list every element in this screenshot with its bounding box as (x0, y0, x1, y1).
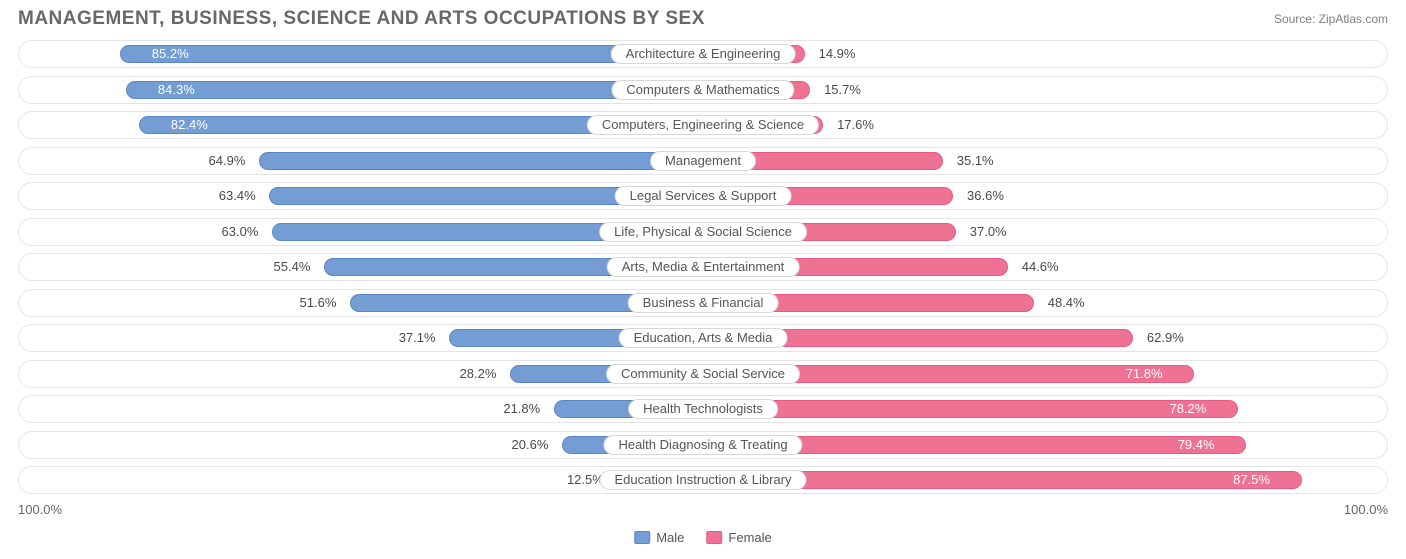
legend-label-female: Female (728, 530, 771, 545)
swatch-female-icon (706, 531, 722, 544)
pct-label-female: 35.1% (957, 148, 994, 176)
pct-label-female: 87.5% (1233, 467, 1270, 495)
pct-label-male: 85.2% (152, 41, 189, 69)
pct-label-female: 48.4% (1048, 290, 1085, 318)
chart-row: 37.1% 62.9% Education, Arts & Media (18, 324, 1388, 352)
category-label: Arts, Media & Entertainment (607, 257, 800, 277)
chart-area: 85.2% 14.9% Architecture & Engineering 84.3… (0, 36, 1406, 494)
pct-label-male: 63.4% (219, 183, 256, 211)
pct-label-male: 20.6% (512, 432, 549, 460)
pct-label-female: 78.2% (1169, 396, 1206, 424)
category-label: Computers & Mathematics (611, 80, 794, 100)
pct-label-female: 79.4% (1178, 432, 1215, 460)
pct-label-female: 62.9% (1147, 325, 1184, 353)
axis-right-label: 100.0% (1344, 502, 1388, 517)
chart-row: 20.6% 79.4% Health Diagnosing & Treating (18, 431, 1388, 459)
pct-label-male: 28.2% (460, 361, 497, 389)
legend-item-male: Male (634, 530, 684, 545)
category-label: Legal Services & Support (615, 186, 792, 206)
pct-label-male: 12.5% (567, 467, 604, 495)
pct-label-female: 44.6% (1022, 254, 1059, 282)
pct-label-male: 37.1% (399, 325, 436, 353)
pct-label-female: 17.6% (837, 112, 874, 140)
chart-row: 28.2% 71.8% Community & Social Service (18, 360, 1388, 388)
chart-row: 55.4% 44.6% Arts, Media & Entertainment (18, 253, 1388, 281)
chart-title: MANAGEMENT, BUSINESS, SCIENCE AND ARTS O… (18, 8, 705, 30)
category-label: Architecture & Engineering (611, 44, 796, 64)
chart-row: 51.6% 48.4% Business & Financial (18, 289, 1388, 317)
chart-row: 63.4% 36.6% Legal Services & Support (18, 182, 1388, 210)
pct-label-male: 63.0% (222, 219, 259, 247)
legend-label-male: Male (656, 530, 684, 545)
chart-row: 12.5% 87.5% Education Instruction & Librar… (18, 466, 1388, 494)
category-label: Education Instruction & Library (599, 470, 806, 490)
pct-label-female: 37.0% (970, 219, 1007, 247)
category-label: Health Diagnosing & Treating (603, 435, 802, 455)
bar-female (703, 400, 1238, 418)
chart-row: 85.2% 14.9% Architecture & Engineering (18, 40, 1388, 68)
category-label: Health Technologists (628, 399, 778, 419)
category-label: Computers, Engineering & Science (587, 115, 819, 135)
chart-row: 64.9% 35.1% Management (18, 147, 1388, 175)
bar-male (259, 152, 703, 170)
category-label: Community & Social Service (606, 364, 800, 384)
chart-row: 63.0% 37.0% Life, Physical & Social Scienc… (18, 218, 1388, 246)
chart-source: Source: ZipAtlas.com (1274, 12, 1388, 26)
chart-row: 21.8% 78.2% Health Technologists (18, 395, 1388, 423)
category-label: Life, Physical & Social Science (599, 222, 807, 242)
axis-row: 100.0% 100.0% (0, 502, 1406, 517)
category-label: Business & Financial (628, 293, 779, 313)
pct-label-male: 51.6% (300, 290, 337, 318)
pct-label-female: 14.9% (819, 41, 856, 69)
pct-label-female: 36.6% (967, 183, 1004, 211)
category-label: Education, Arts & Media (619, 328, 788, 348)
pct-label-male: 84.3% (158, 77, 195, 105)
chart-row: 84.3% 15.7% Computers & Mathematics (18, 76, 1388, 104)
category-label: Management (650, 151, 756, 171)
pct-label-female: 15.7% (824, 77, 861, 105)
chart-header: MANAGEMENT, BUSINESS, SCIENCE AND ARTS O… (0, 0, 1406, 36)
pct-label-female: 71.8% (1126, 361, 1163, 389)
chart-row: 82.4% 17.6% Computers, Engineering & Scien… (18, 111, 1388, 139)
chart-legend: Male Female (634, 530, 772, 545)
pct-label-male: 64.9% (209, 148, 246, 176)
pct-label-male: 82.4% (171, 112, 208, 140)
pct-label-male: 55.4% (274, 254, 311, 282)
axis-left-label: 100.0% (18, 502, 62, 517)
pct-label-male: 21.8% (503, 396, 540, 424)
legend-item-female: Female (706, 530, 771, 545)
swatch-male-icon (634, 531, 650, 544)
